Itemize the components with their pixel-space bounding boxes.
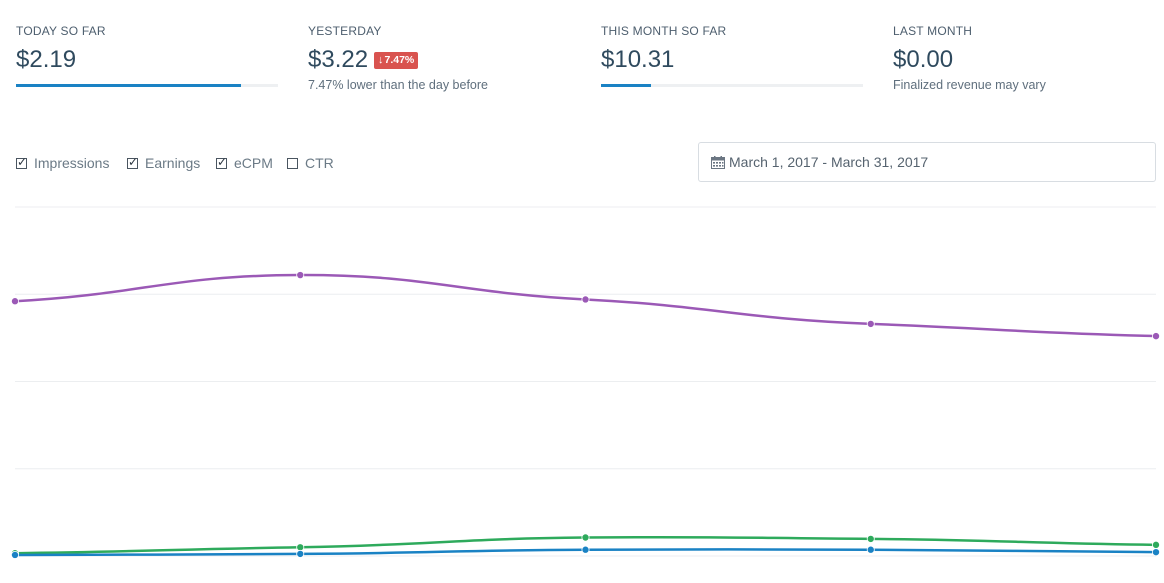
checkmark-icon: ✓ xyxy=(17,154,28,169)
progress-fill xyxy=(601,84,651,87)
data-point-earnings[interactable] xyxy=(581,533,590,542)
checkbox[interactable]: ✓ xyxy=(16,154,28,169)
stat-value: $2.19 xyxy=(16,46,77,73)
data-point-earnings[interactable] xyxy=(296,543,305,552)
calendar-icon xyxy=(711,155,725,169)
change-badge: ↓7.47% xyxy=(374,52,419,69)
progress-track xyxy=(16,84,278,87)
data-point-impressions[interactable] xyxy=(1152,548,1161,557)
data-point-ecpm[interactable] xyxy=(1152,332,1161,341)
checkbox[interactable]: ✓ xyxy=(127,154,139,169)
data-point-earnings[interactable] xyxy=(1152,540,1161,549)
stat-value: $3.22 xyxy=(308,46,369,73)
stat-label: TODAY SO FAR xyxy=(16,24,106,38)
series-line-ecpm xyxy=(14,273,1157,338)
series-lines xyxy=(14,273,1157,557)
stat-label: THIS MONTH SO FAR xyxy=(601,24,727,38)
data-point-impressions[interactable] xyxy=(581,545,590,554)
data-point-ecpm[interactable] xyxy=(581,295,590,304)
date-range-text: March 1, 2017 - March 31, 2017 xyxy=(729,154,929,170)
badge-text: 7.47% xyxy=(384,54,415,66)
checkmark-icon: ✓ xyxy=(217,154,228,169)
checkmark-icon: ✓ xyxy=(128,154,139,169)
series-points xyxy=(10,271,1161,559)
data-point-ecpm[interactable] xyxy=(10,297,19,306)
progress-fill xyxy=(16,84,242,87)
date-range-picker[interactable]: March 1, 2017 - March 31, 2017 xyxy=(698,142,1156,182)
legend-toggle-earnings[interactable]: ✓ Earnings xyxy=(127,154,200,172)
stat-value: $0.00 xyxy=(893,46,954,73)
legend-label: eCPM xyxy=(234,155,273,171)
legend-toggle-ecpm[interactable]: ✓ eCPM xyxy=(216,154,273,172)
arrow-down-icon: ↓ xyxy=(378,54,384,66)
legend-toggle-impressions[interactable]: ✓ Impressions xyxy=(16,154,109,172)
checkbox[interactable]: ✓ xyxy=(216,154,228,169)
data-point-ecpm[interactable] xyxy=(866,319,875,328)
data-point-earnings[interactable] xyxy=(866,534,875,543)
data-point-impressions[interactable] xyxy=(10,550,19,559)
progress-track xyxy=(601,84,863,87)
data-point-impressions[interactable] xyxy=(866,545,875,554)
stat-value: $10.31 xyxy=(601,46,675,73)
stat-subtext: 7.47% lower than the day before xyxy=(308,78,488,92)
stat-subtext: Finalized revenue may vary xyxy=(893,78,1046,92)
legend-label: Earnings xyxy=(145,155,201,171)
legend-label: Impressions xyxy=(34,155,110,171)
legend-toggle-ctr[interactable]: ✓ CTR xyxy=(287,154,334,172)
checkbox[interactable]: ✓ xyxy=(287,157,298,169)
gridlines xyxy=(15,206,1156,557)
data-point-ecpm[interactable] xyxy=(296,271,305,280)
stat-label: LAST MONTH xyxy=(893,24,973,38)
data-point-impressions[interactable] xyxy=(296,549,305,558)
stat-label: YESTERDAY xyxy=(308,24,382,38)
earnings-chart xyxy=(10,206,1161,559)
legend-label: CTR xyxy=(305,155,334,171)
